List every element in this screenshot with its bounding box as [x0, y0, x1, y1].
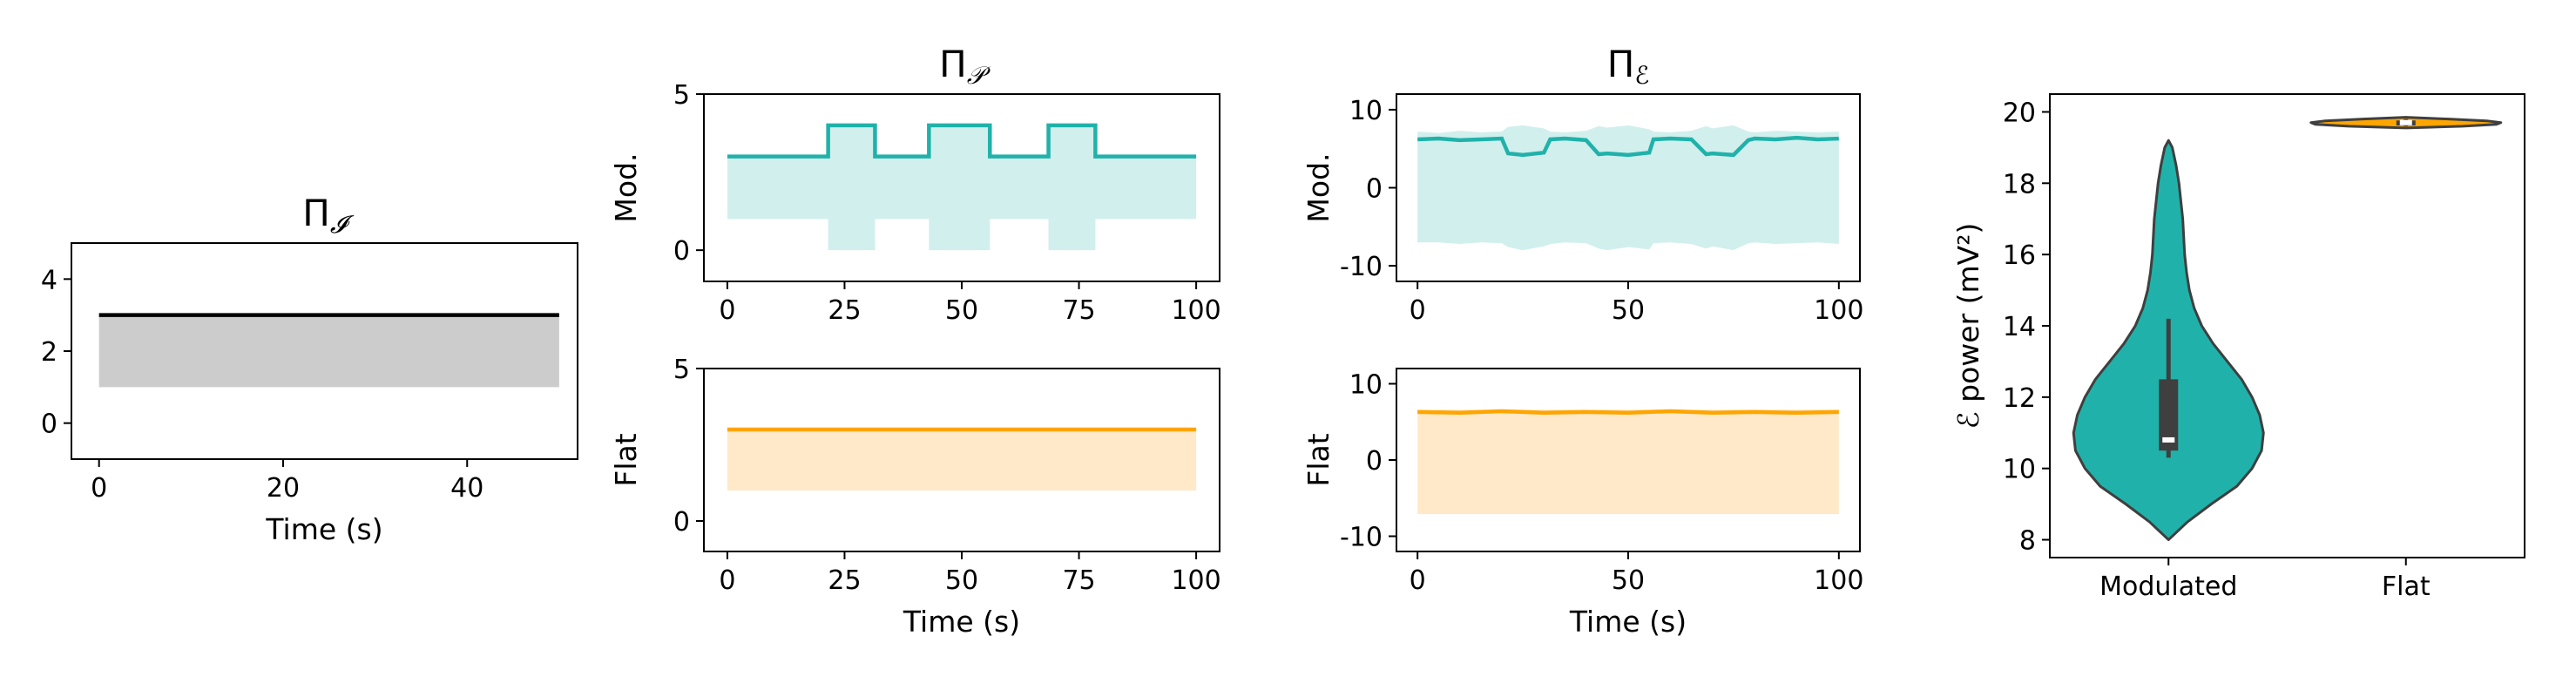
y-tick-label: 10 — [1349, 96, 1383, 126]
y-tick-label: 8 — [2019, 526, 2036, 557]
y-tick-label: -10 — [1340, 523, 1383, 553]
y-tick-label: 0 — [41, 409, 57, 440]
y-tick-label: -10 — [1340, 252, 1383, 282]
x-tick-label: 0 — [719, 295, 735, 326]
y-axis-label: Flat — [609, 433, 643, 486]
chart-title: Π𝓘 — [302, 192, 355, 239]
y-tick-label: 12 — [2003, 383, 2036, 414]
series-line — [727, 123, 1197, 159]
x-tick-label: 0 — [1410, 565, 1426, 596]
power-violin-chart: Modulated Flat 8 10 12 14 16 18 20 ℰ power (mV²) — [1951, 93, 2525, 602]
x-tick-label: 50 — [1612, 295, 1645, 326]
pi-e-flat-chart: 0 50 100 -10 0 10 Time (s) Flat — [1302, 368, 1863, 639]
x-tick-label: Modulated — [2099, 572, 2237, 602]
series-line — [1417, 409, 1839, 416]
x-tick-label: 0 — [91, 473, 107, 504]
chart-title-subscript: ℰ — [1634, 61, 1649, 90]
y-tick-label: 14 — [2003, 312, 2036, 342]
x-tick-label: 40 — [450, 473, 483, 504]
y-tick-label: 10 — [1349, 370, 1383, 401]
band-area — [98, 315, 559, 388]
y-axis-label: Flat — [1302, 433, 1335, 486]
x-tick-label: 100 — [1814, 295, 1863, 326]
y-axis-label: Mod. — [1302, 152, 1335, 222]
x-tick-label: 50 — [945, 295, 978, 326]
x-tick-label: 25 — [828, 295, 861, 326]
x-axis-label: Time (s) — [903, 605, 1020, 639]
chart-title: Π𝒫 — [939, 43, 991, 90]
x-tick-label: 25 — [828, 565, 861, 596]
x-tick-label: 50 — [945, 565, 978, 596]
x-axis-label: Time (s) — [1569, 605, 1687, 639]
y-tick-label: 2 — [41, 337, 57, 368]
y-tick-label: 5 — [673, 355, 690, 385]
pi-e-modulated-chart: 0 50 100 -10 0 10 Mod. Πℰ — [1302, 43, 1863, 326]
band-area — [1417, 125, 1839, 251]
x-axis-label: Time (s) — [265, 512, 382, 546]
y-tick-label: 0 — [1366, 174, 1383, 205]
violin-median — [2399, 119, 2412, 125]
y-tick-label: 18 — [2003, 169, 2036, 200]
x-tick-label: 0 — [1410, 295, 1426, 326]
y-tick-label: 20 — [2003, 98, 2036, 128]
series-line — [1417, 135, 1839, 158]
chart-title: Πℰ — [1607, 43, 1650, 90]
x-tick-label: 20 — [267, 473, 300, 504]
x-tick-label: 100 — [1814, 565, 1863, 596]
y-tick-label: 5 — [673, 80, 690, 111]
violin-median — [2162, 436, 2175, 443]
x-tick-label: 75 — [1062, 295, 1095, 326]
chart-title-subscript: 𝒫 — [967, 61, 991, 90]
y-tick-label: 0 — [673, 236, 690, 267]
x-tick-label: 0 — [719, 565, 735, 596]
y-tick-label: 0 — [673, 507, 690, 538]
violin-box — [2159, 379, 2179, 451]
x-tick-label: 100 — [1171, 565, 1220, 596]
y-tick-label: 16 — [2003, 240, 2036, 271]
x-tick-label: 50 — [1612, 565, 1645, 596]
y-axis-label: ℰ power (mV²) — [1951, 223, 1985, 430]
x-tick-label: 75 — [1062, 565, 1095, 596]
y-axis-label: Mod. — [609, 152, 643, 222]
pi-p-modulated-chart: 0 25 50 75 100 0 5 Mod. Π𝒫 — [609, 43, 1221, 326]
chart-title-subscript: 𝓘 — [330, 210, 355, 239]
y-tick-label: 10 — [2003, 455, 2036, 485]
band-area — [1417, 409, 1839, 515]
y-tick-label: 0 — [1366, 446, 1383, 477]
x-tick-label: 100 — [1171, 295, 1220, 326]
band-area — [727, 430, 1197, 490]
pi-i-chart: 0 20 40 0 2 4 Time (s) Π𝓘 — [41, 192, 578, 546]
x-tick-label: Flat — [2382, 572, 2431, 602]
band-area — [727, 125, 1197, 251]
pi-p-flat-chart: 0 25 50 75 100 0 5 Time (s) Flat — [609, 355, 1221, 639]
y-tick-label: 4 — [41, 265, 57, 295]
